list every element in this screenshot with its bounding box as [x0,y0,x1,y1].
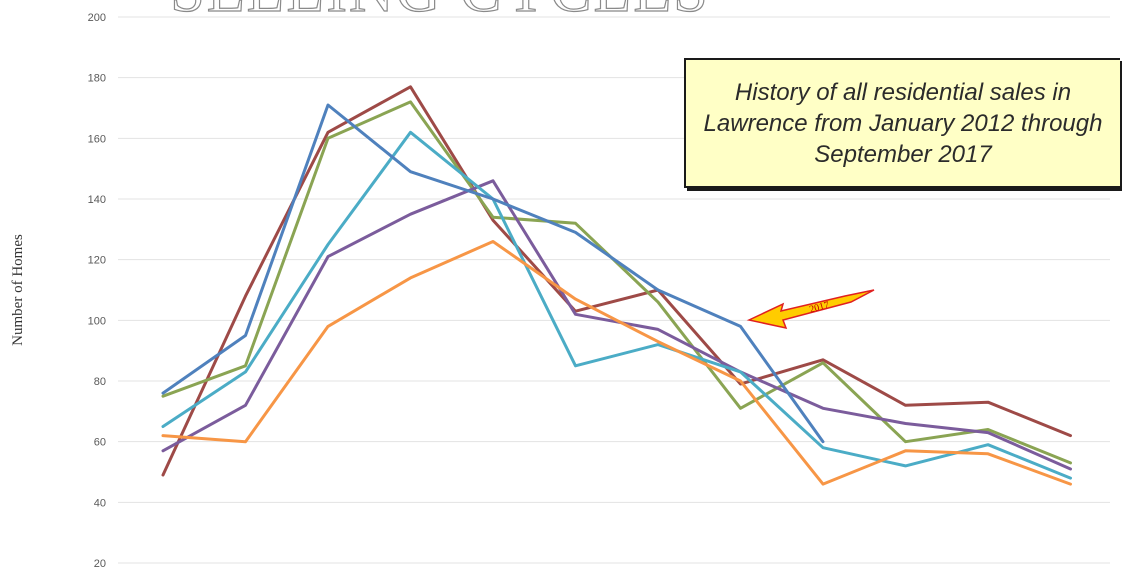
y-tick-label: 160 [88,133,106,145]
series-line [161,85,1072,477]
series-line [161,179,1072,471]
y-tick-label: 80 [94,376,106,388]
series-line [161,103,825,444]
y-tick-label: 120 [88,255,106,267]
y-tick-label: 200 [88,12,106,24]
y-tick-label: 40 [94,497,106,509]
series-line [161,240,1072,486]
y-axis-ticks: 20 40 60 80 100 120 140 160 180 200 [88,12,106,567]
series-line [161,130,1072,480]
y-tick-label: 20 [94,558,106,567]
chart-title: SELLING CYCLES [170,0,710,25]
y-tick-label: 60 [94,437,106,449]
arrow-shape [746,289,875,330]
y-axis-label: Number of Homes [10,234,26,346]
callout-text: History of all residential sales in Lawr… [703,78,1103,168]
callout-box: History of all residential sales in Lawr… [684,58,1120,188]
y-tick-label: 100 [88,315,106,327]
year-arrow: 2017 [746,289,875,330]
arrow-label: 2017 [808,300,830,316]
y-tick-label: 140 [88,194,106,206]
y-tick-label: 180 [88,73,106,85]
series-lines [161,85,1072,486]
